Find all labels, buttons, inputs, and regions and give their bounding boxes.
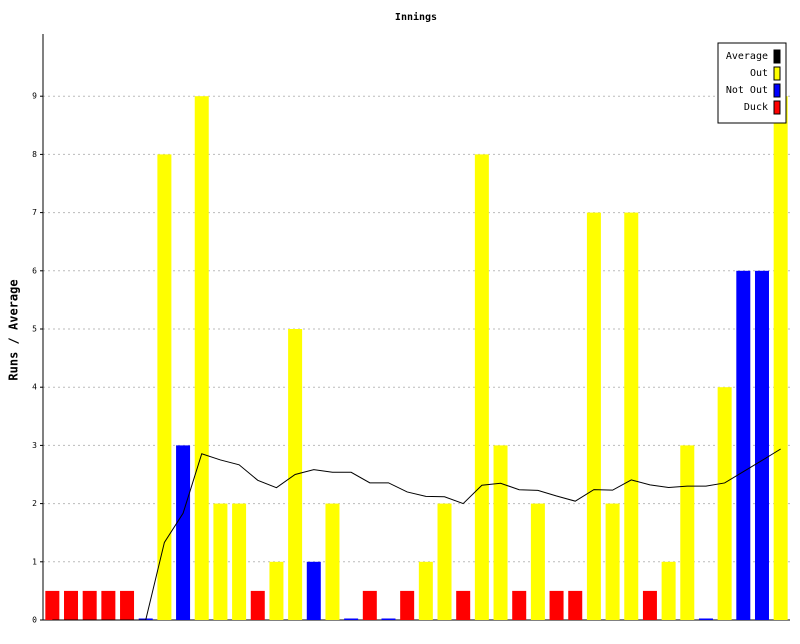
bar — [493, 445, 508, 620]
chart-title: Innings — [395, 11, 437, 23]
bar — [64, 590, 79, 620]
bar — [474, 154, 489, 620]
legend-label: Average — [726, 51, 768, 62]
bar — [232, 503, 247, 620]
y-tick-label: 0 — [32, 616, 37, 625]
bar — [381, 618, 396, 620]
legend-swatch — [773, 66, 781, 81]
bar — [530, 503, 545, 620]
bar — [400, 590, 415, 620]
y-axis-label: Runs / Average — [7, 279, 21, 380]
bar — [605, 503, 620, 620]
bar — [437, 503, 452, 620]
bar — [717, 387, 732, 620]
bar — [250, 590, 265, 620]
bar — [680, 445, 695, 620]
y-tick-label: 1 — [32, 557, 37, 566]
bar — [194, 96, 209, 620]
bar — [512, 590, 527, 620]
bar — [344, 618, 359, 620]
bar — [176, 445, 191, 620]
bar — [568, 590, 583, 620]
bar — [306, 561, 321, 620]
bar — [82, 590, 97, 620]
bar — [624, 212, 639, 620]
bar — [754, 270, 769, 620]
legend-label: Duck — [744, 102, 768, 113]
legend-swatch — [773, 100, 781, 115]
bar — [45, 590, 60, 620]
bar — [101, 590, 116, 620]
average-line — [52, 448, 781, 621]
y-tick-label: 3 — [32, 441, 37, 450]
y-tick-label: 9 — [32, 92, 37, 101]
bar — [418, 561, 433, 620]
legend-label: Out — [750, 68, 768, 79]
bar — [157, 154, 172, 620]
bar — [120, 590, 135, 620]
y-tick-label: 5 — [32, 325, 37, 334]
bar — [269, 561, 284, 620]
bar — [773, 96, 788, 620]
bar — [456, 590, 471, 620]
legend-label: Not Out — [726, 85, 768, 96]
bar — [586, 212, 601, 620]
bar — [642, 590, 657, 620]
y-tick-label: 2 — [32, 499, 37, 508]
bar — [213, 503, 228, 620]
y-tick-label: 6 — [32, 266, 37, 275]
y-tick-label: 7 — [32, 208, 37, 217]
bar — [698, 618, 713, 620]
bar — [736, 270, 751, 620]
legend-swatch — [773, 83, 781, 98]
bar — [661, 561, 676, 620]
y-tick-label: 4 — [32, 383, 37, 392]
y-tick-label: 8 — [32, 150, 37, 159]
legend-swatch — [773, 49, 781, 64]
bar — [549, 590, 564, 620]
bar — [362, 590, 377, 620]
bar — [325, 503, 340, 620]
